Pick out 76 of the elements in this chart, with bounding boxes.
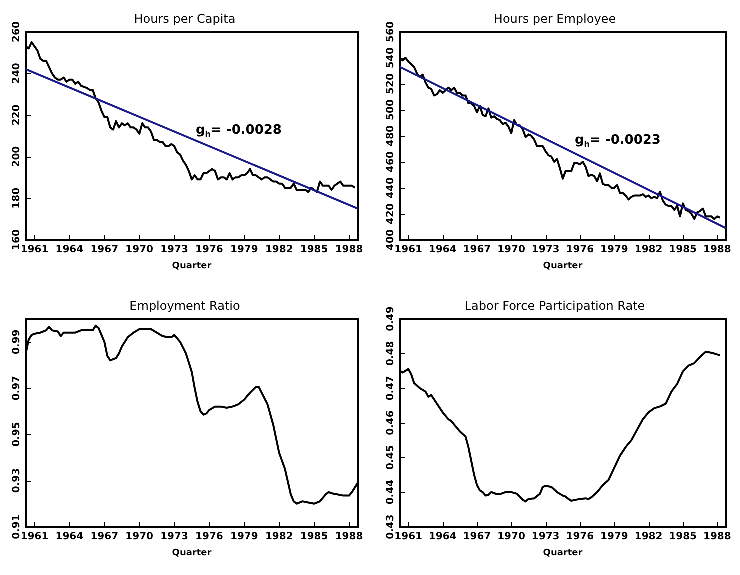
- x-tick-label: 1979: [230, 244, 258, 256]
- x-tick-label: 1970: [498, 244, 526, 256]
- y-tick-label: 0.44: [386, 480, 396, 505]
- x-tick-label: 1982: [634, 244, 663, 256]
- x-tick-label: 1982: [265, 244, 294, 256]
- x-axis-title: Quarter: [172, 548, 212, 558]
- x-tick-label: 1988: [704, 244, 732, 256]
- x-tick-label: 1976: [566, 244, 594, 256]
- x-tick-label: 1973: [532, 244, 560, 256]
- x-tick-label: 1973: [160, 532, 188, 542]
- y-tick-label: 180: [12, 188, 22, 209]
- x-axis-title: Quarter: [543, 262, 584, 272]
- y-tick-label: 480: [386, 126, 396, 146]
- x-tick-label: 1967: [463, 532, 492, 542]
- x-tick-label: 1979: [600, 244, 628, 256]
- chart-title: Hours per Employee: [494, 12, 616, 26]
- y-tick-label: 400: [386, 230, 396, 250]
- x-axis-title: Quarter: [543, 548, 584, 558]
- y-tick-label: 200: [12, 146, 22, 168]
- x-tick-label: 1985: [300, 244, 328, 256]
- x-tick-label: 1964: [56, 244, 84, 256]
- y-tick-label: 0.95: [12, 422, 22, 447]
- x-tick-label: 1988: [335, 244, 364, 256]
- x-axis-title: Quarter: [172, 262, 212, 272]
- y-tick-label: 0.45: [386, 445, 396, 470]
- y-tick-label: 0.48: [386, 341, 396, 366]
- y-tick-label: 0.43: [386, 514, 396, 540]
- y-tick-label: 560: [386, 22, 396, 42]
- y-tick-label: 0.99: [12, 330, 22, 354]
- x-tick-label: 1961: [20, 532, 49, 542]
- x-tick-label: 1976: [196, 244, 224, 256]
- x-tick-label: 1964: [56, 532, 84, 542]
- x-tick-label: 1976: [196, 532, 224, 542]
- y-tick-label: 460: [386, 152, 396, 172]
- y-tick-label: 520: [386, 74, 396, 94]
- x-tick-label: 1970: [126, 244, 154, 256]
- x-tick-label: 1982: [265, 532, 294, 542]
- x-tick-label: 1973: [532, 532, 560, 542]
- y-tick-label: 160: [12, 230, 22, 250]
- y-tick-label: 0.91: [12, 514, 22, 540]
- y-tick-label: 440: [386, 178, 396, 198]
- x-tick-label: 1988: [704, 532, 732, 542]
- x-tick-label: 1964: [428, 532, 457, 542]
- y-tick-label: 0.97: [12, 376, 22, 401]
- y-tick-label: 240: [12, 63, 22, 84]
- chart-title: Employment Ratio: [130, 299, 240, 313]
- y-tick-label: 260: [12, 22, 22, 42]
- chart-title: Labor Force Participation Rate: [464, 299, 646, 313]
- x-tick-label: 1982: [634, 532, 663, 542]
- y-tick-label: 0.46: [386, 410, 396, 436]
- y-tick-label: 0.47: [386, 376, 396, 401]
- x-tick-label: 1967: [463, 244, 492, 256]
- y-tick-label: 540: [386, 48, 396, 68]
- x-tick-label: 1967: [90, 244, 119, 256]
- x-tick-label: 1970: [126, 532, 154, 542]
- y-tick-label: 420: [386, 204, 396, 224]
- x-tick-label: 1976: [566, 532, 594, 542]
- x-tick-label: 1979: [600, 532, 628, 542]
- x-tick-label: 1961: [20, 244, 49, 256]
- x-tick-label: 1973: [160, 244, 188, 256]
- x-tick-label: 1970: [498, 532, 526, 542]
- x-tick-label: 1964: [428, 244, 457, 256]
- x-tick-label: 1985: [300, 532, 328, 542]
- x-tick-label: 1988: [335, 532, 364, 542]
- x-tick-label: 1967: [90, 532, 119, 542]
- y-tick-label: 0.93: [12, 468, 22, 494]
- line-series: [399, 350, 722, 503]
- y-tick-label: 220: [12, 104, 22, 126]
- x-tick-label: 1985: [669, 244, 698, 256]
- x-tick-label: 1979: [230, 532, 258, 542]
- y-tick-label: 500: [386, 100, 396, 120]
- chart-title: Hours per Capita: [134, 12, 236, 26]
- x-tick-label: 1961: [394, 532, 423, 542]
- x-tick-label: 1985: [669, 532, 698, 542]
- y-tick-label: 0.49: [386, 306, 396, 332]
- x-tick-label: 1961: [394, 244, 423, 256]
